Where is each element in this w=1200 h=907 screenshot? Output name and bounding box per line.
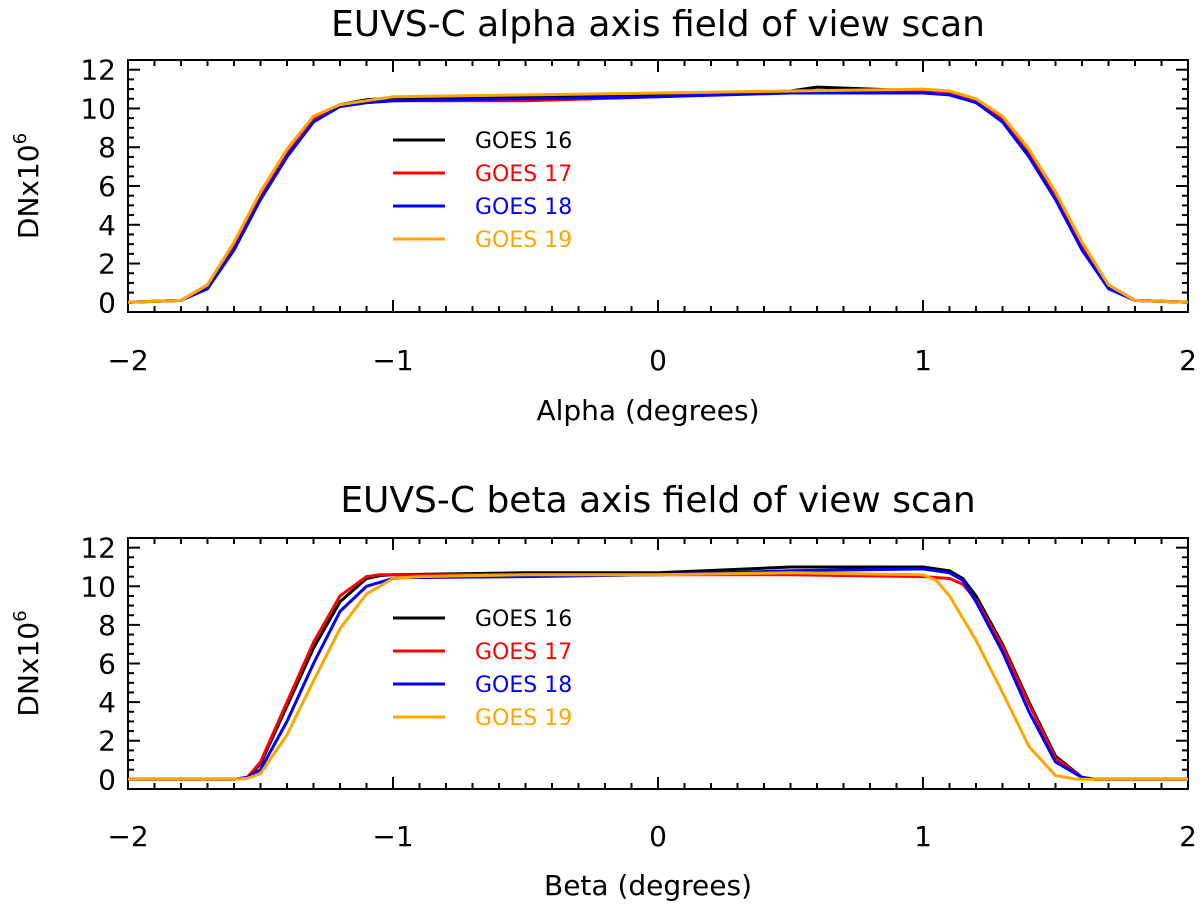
legend-label: GOES 17 bbox=[475, 162, 572, 187]
y-tick-label: 10 bbox=[80, 570, 116, 603]
y-axis-label-base: DNx10 bbox=[12, 622, 45, 717]
y-tick-label: 2 bbox=[98, 248, 116, 281]
y-axis-label-base: DNx10 bbox=[12, 144, 45, 239]
x-tick-label: −2 bbox=[107, 344, 148, 377]
y-axis-label-exponent: 6 bbox=[10, 610, 31, 621]
x-tick-label: 0 bbox=[649, 820, 667, 853]
y-tick-label: 8 bbox=[98, 609, 116, 642]
legend-label: GOES 16 bbox=[475, 607, 572, 632]
x-tick-label: 2 bbox=[1179, 344, 1197, 377]
y-tick-label: 8 bbox=[98, 131, 116, 164]
y-tick-label: 4 bbox=[98, 209, 116, 242]
y-tick-label: 12 bbox=[80, 532, 116, 565]
chart-panel-2: EUVS-C beta axis field of view scan −2 −1 0… bbox=[10, 480, 1197, 902]
y-tick-label: 0 bbox=[98, 763, 116, 796]
x-tick-label: −2 bbox=[107, 820, 148, 853]
series-line-goes-16 bbox=[127, 85, 1189, 304]
x-tick-label: 1 bbox=[914, 344, 932, 377]
x-tick-label: 1 bbox=[914, 820, 932, 853]
y-tick-label: 6 bbox=[98, 170, 116, 203]
legend: GOES 16 GOES 17 GOES 18 GOES 19 bbox=[393, 607, 572, 731]
legend-label: GOES 19 bbox=[475, 228, 572, 253]
series-line-goes-19 bbox=[128, 571, 1188, 781]
y-tick-label: 4 bbox=[98, 686, 116, 719]
series-line-goes-19 bbox=[127, 87, 1189, 304]
y-axis-label: DNx106 bbox=[10, 610, 45, 716]
legend-label: GOES 16 bbox=[475, 129, 572, 154]
legend-label: GOES 17 bbox=[475, 640, 572, 665]
series-line-goes-18 bbox=[127, 91, 1189, 304]
y-tick-label: 2 bbox=[98, 725, 116, 758]
y-tick-label: 12 bbox=[80, 54, 116, 87]
legend: GOES 16 GOES 17 GOES 18 GOES 19 bbox=[393, 129, 572, 253]
y-tick-label: 0 bbox=[98, 286, 116, 319]
x-tick-label: 2 bbox=[1179, 820, 1197, 853]
legend-label: GOES 18 bbox=[475, 195, 572, 220]
x-tick-label: 0 bbox=[649, 344, 667, 377]
y-axis-label-exponent: 6 bbox=[10, 133, 31, 144]
x-tick-label: −1 bbox=[372, 820, 413, 853]
chart-title: EUVS-C alpha axis field of view scan bbox=[331, 4, 985, 45]
y-tick-label: 6 bbox=[98, 648, 116, 681]
chart-panel-1: EUVS-C alpha axis field of view scan −2 −1… bbox=[10, 4, 1197, 427]
x-axis-label: Beta (degrees) bbox=[544, 869, 752, 902]
y-axis-label: DNx106 bbox=[10, 133, 45, 239]
x-axis-label: Alpha (degrees) bbox=[536, 394, 759, 427]
series-line-goes-17 bbox=[127, 89, 1189, 304]
y-tick-label: 10 bbox=[80, 92, 116, 125]
x-tick-label: −1 bbox=[372, 344, 413, 377]
chart-title: EUVS-C beta axis field of view scan bbox=[340, 480, 975, 521]
legend-label: GOES 19 bbox=[475, 706, 572, 731]
legend-label: GOES 18 bbox=[475, 673, 572, 698]
